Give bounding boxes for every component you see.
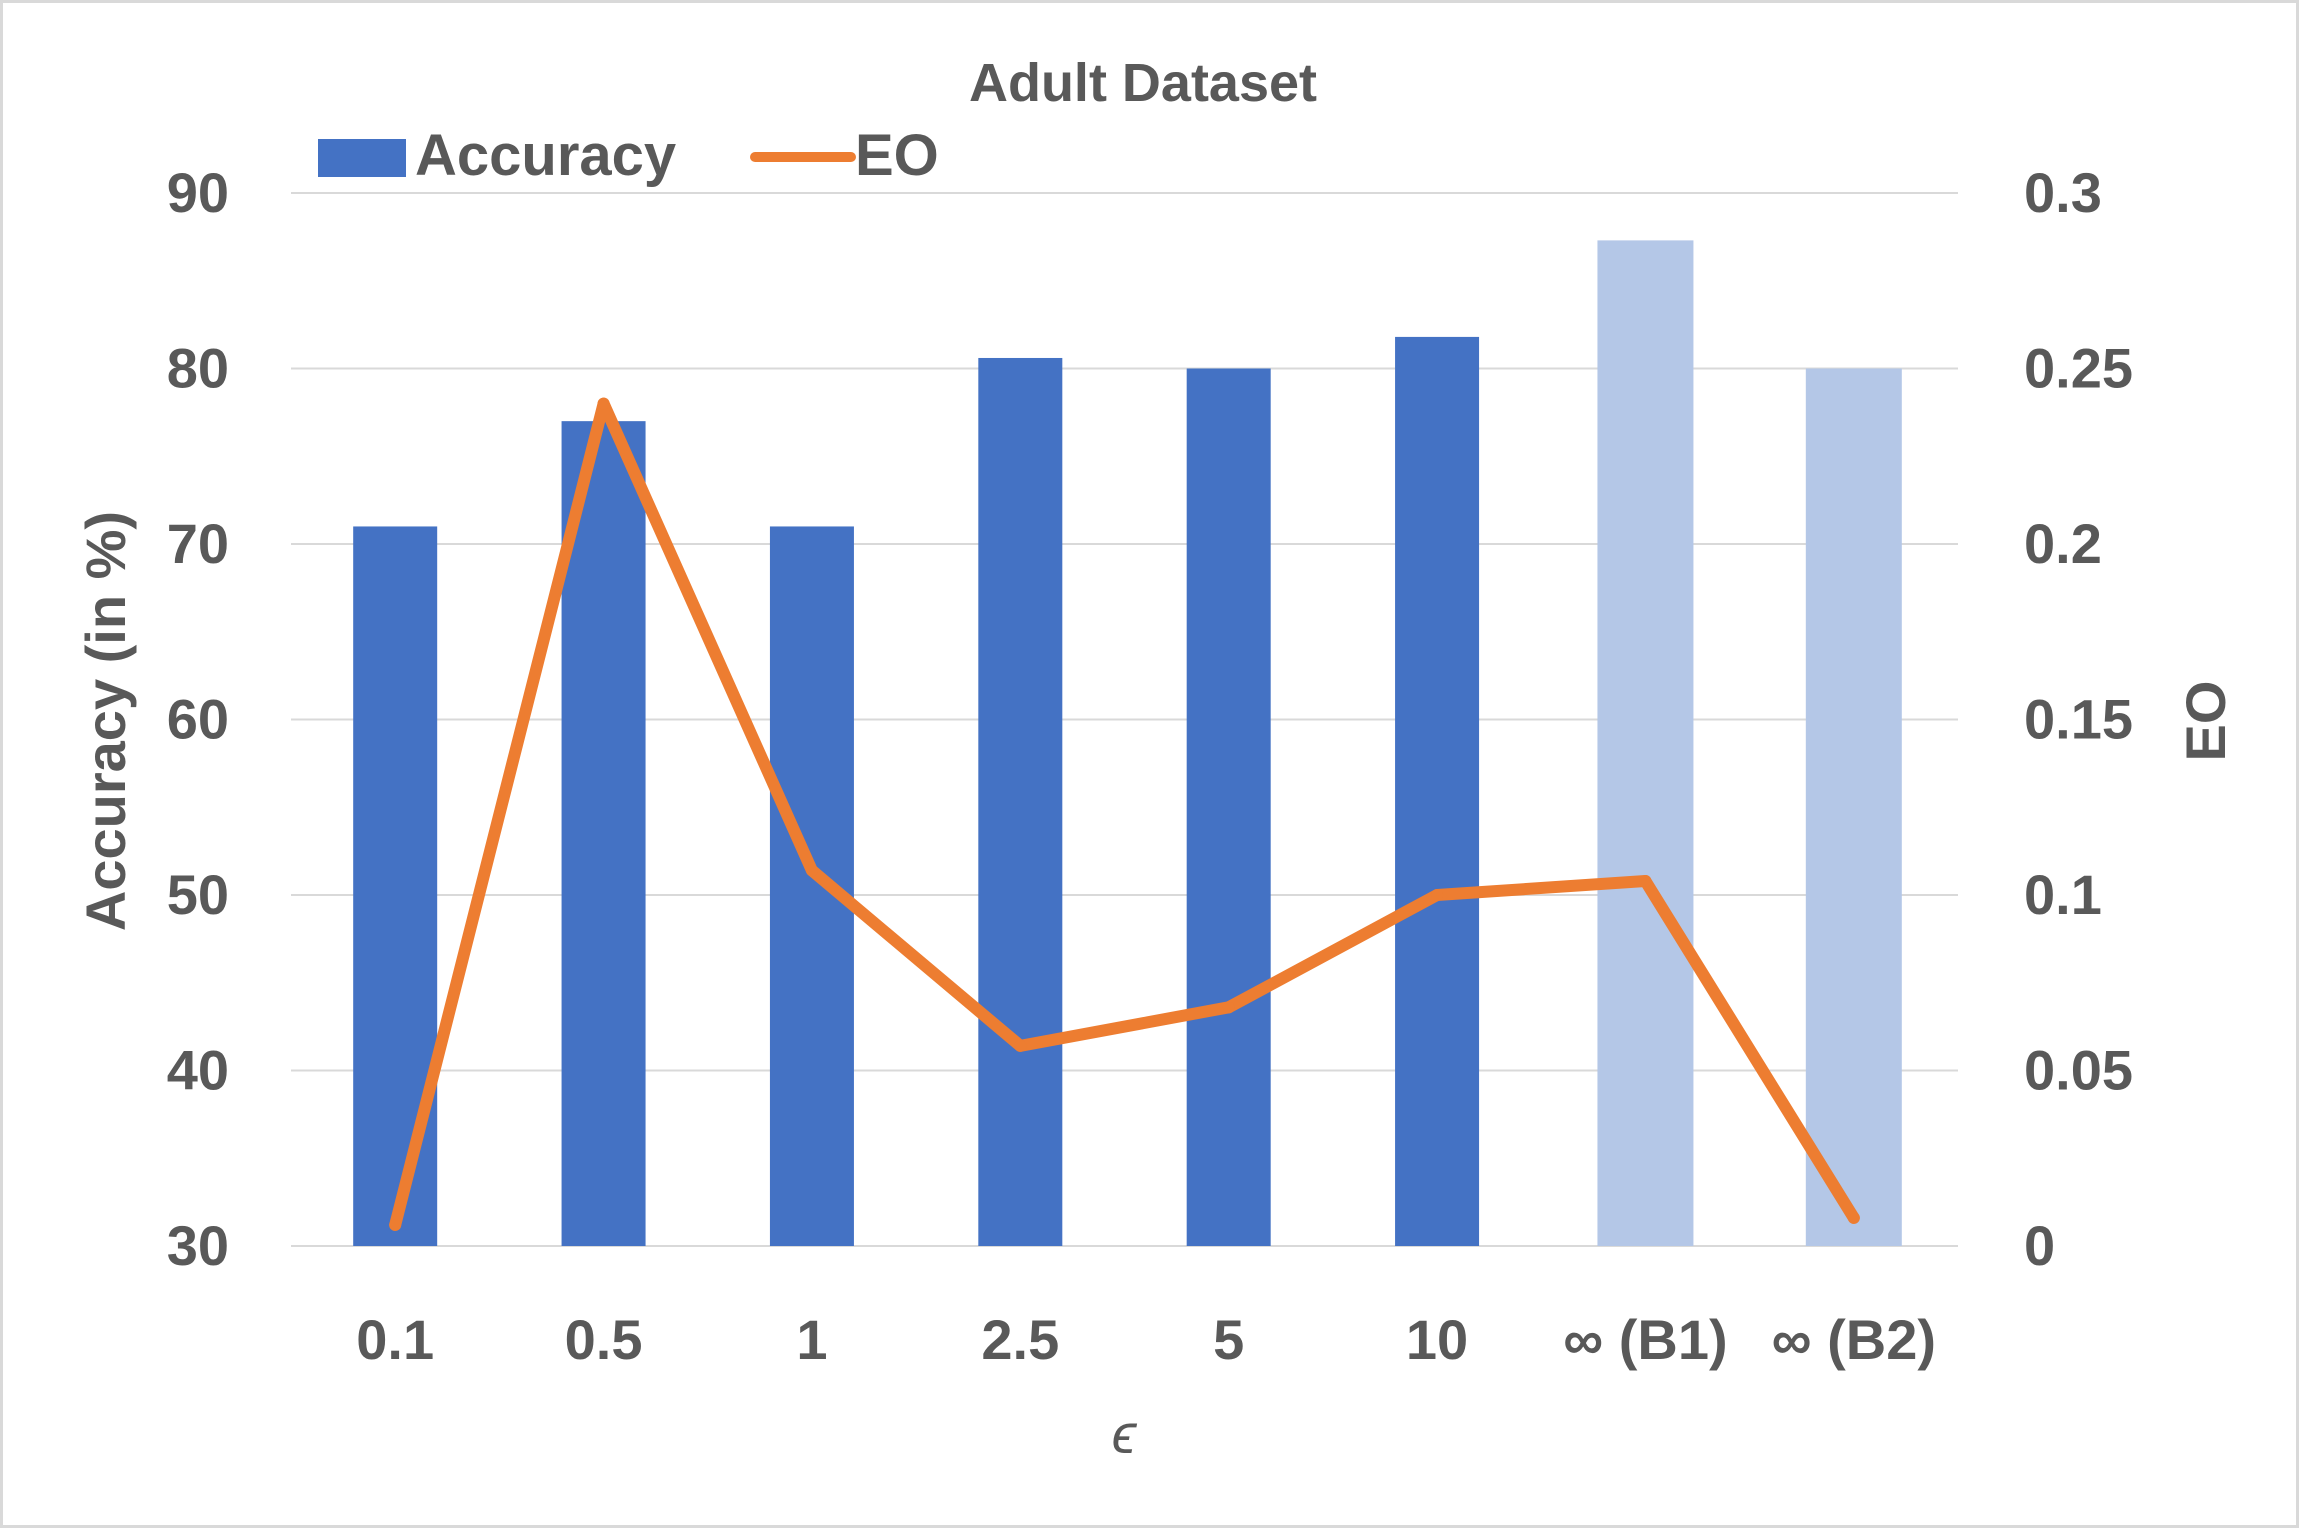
eo-line — [389, 397, 1860, 1231]
left-axis-title: Accuracy (in %) — [74, 511, 137, 931]
x-tick-label: 10 — [1406, 1308, 1468, 1371]
left-axis-ticks: 90 80 70 60 50 40 30 — [167, 161, 229, 1277]
x-axis-ticks: 0.1 0.5 1 2.5 5 10 ∞ (B1) ∞ (B2) — [356, 1308, 1936, 1371]
eo-point — [389, 1218, 402, 1231]
accuracy-bar — [561, 421, 646, 1246]
eo-point — [1431, 889, 1444, 901]
left-tick-label: 50 — [167, 863, 229, 926]
combo-chart: Adult Dataset Accuracy EO 90807060504030… — [74, 53, 2237, 1465]
accuracy-bar — [1805, 368, 1902, 1246]
left-tick-label: 80 — [167, 337, 229, 400]
eo-point — [1639, 874, 1652, 887]
legend: Accuracy EO — [318, 123, 939, 188]
legend-eo-label: EO — [855, 123, 939, 188]
right-tick-label: 0.15 — [2024, 688, 2133, 751]
right-tick-label: 0.2 — [2024, 512, 2102, 575]
eo-line-layer — [389, 397, 1860, 1231]
x-axis-title: ϵ — [1112, 1402, 1138, 1465]
eo-point — [1847, 1211, 1860, 1224]
accuracy-bars — [353, 240, 1902, 1247]
x-tick-label: ∞ (B1) — [1563, 1308, 1727, 1371]
left-tick-label: 30 — [167, 1214, 229, 1277]
accuracy-bar — [1186, 368, 1271, 1246]
x-tick-label: 2.5 — [981, 1308, 1059, 1371]
gridlines — [291, 192, 1958, 1247]
eo-point — [1222, 1001, 1235, 1014]
left-tick-label: 40 — [167, 1039, 229, 1102]
x-tick-label: 1 — [796, 1308, 827, 1371]
legend-accuracy-label: Accuracy — [415, 123, 676, 188]
right-tick-label: 0.05 — [2024, 1039, 2133, 1102]
accuracy-bar — [1395, 336, 1480, 1246]
right-axis-title: EO — [2174, 681, 2237, 762]
x-tick-label: 5 — [1213, 1308, 1244, 1371]
left-tick-label: 70 — [167, 512, 229, 575]
accuracy-bar — [1597, 240, 1694, 1246]
x-tick-label: ∞ (B2) — [1772, 1308, 1936, 1371]
eo-point — [805, 864, 818, 877]
accuracy-bar — [769, 526, 854, 1246]
right-tick-label: 0 — [2024, 1214, 2055, 1277]
accuracy-bar — [353, 526, 438, 1246]
legend-accuracy-swatch — [318, 139, 406, 177]
eo-point — [597, 397, 610, 410]
left-tick-label: 60 — [167, 688, 229, 751]
right-tick-label: 0.3 — [2024, 161, 2102, 224]
right-tick-label: 0.1 — [2024, 863, 2102, 926]
right-tick-label: 0.25 — [2024, 337, 2133, 400]
left-tick-label: 90 — [167, 161, 229, 224]
chart-title: Adult Dataset — [969, 53, 1317, 113]
eo-point — [1014, 1039, 1027, 1052]
x-tick-label: 0.5 — [565, 1308, 643, 1371]
x-tick-label: 0.1 — [356, 1308, 434, 1371]
right-axis-ticks: 0.3 0.25 0.2 0.15 0.1 0.05 0 — [2024, 161, 2133, 1277]
accuracy-bar — [978, 357, 1063, 1247]
